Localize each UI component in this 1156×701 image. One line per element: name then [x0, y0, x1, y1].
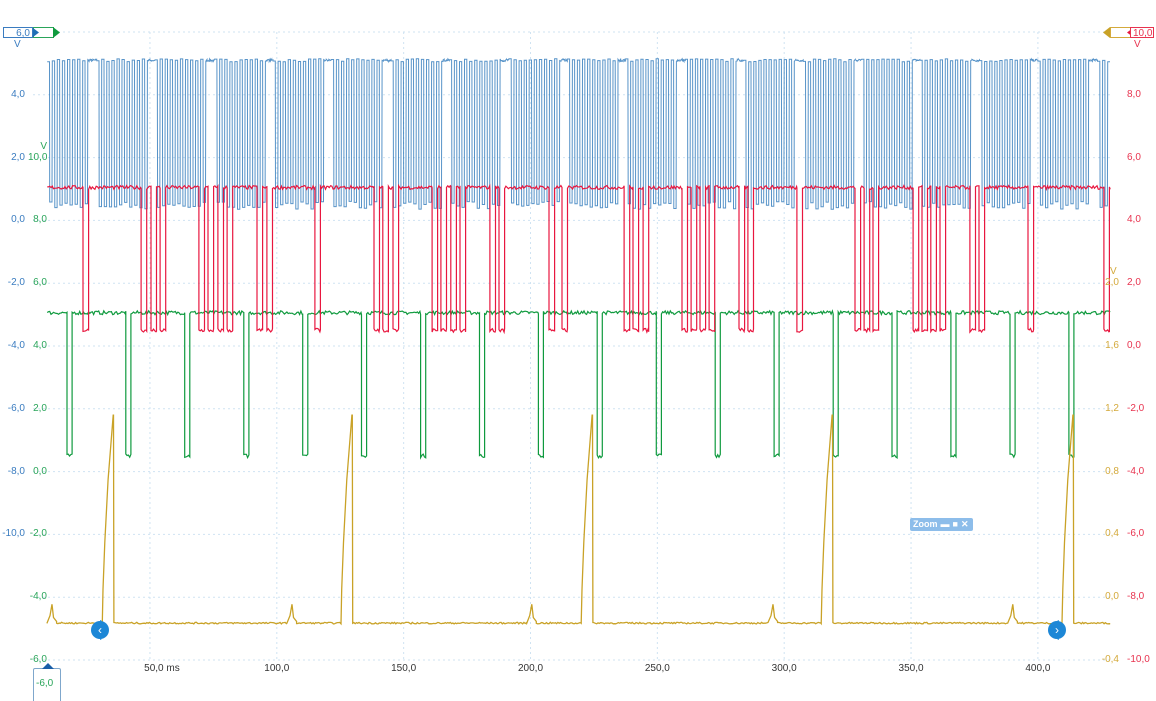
- channel-d-scale-box[interactable]: [1103, 27, 1133, 38]
- channel-d-unit: V: [1110, 266, 1117, 278]
- channel-c-scale-box[interactable]: [33, 27, 63, 38]
- x-tick-label: 100,0: [264, 663, 290, 674]
- channel-a-tick-label: 0,0: [11, 214, 25, 226]
- channel-a-tick-label: -6,0: [7, 402, 25, 414]
- x-tick-label: 350,0: [898, 663, 924, 674]
- trace-channel-b: [47, 183, 1111, 335]
- channel-b-tick-label: -4,0: [1127, 465, 1145, 477]
- channel-a-tick-label: -8,0: [7, 465, 25, 477]
- channel-c-marker-icon: [53, 27, 60, 38]
- grid: [33, 31, 1110, 661]
- channel-d-tick-label: 0,4: [1105, 528, 1119, 540]
- channel-b-tick-label: -8,0: [1127, 591, 1145, 603]
- channel-d-tick-label: -0,4: [1101, 654, 1119, 665]
- channel-c-tick-label: 8,0: [33, 214, 47, 226]
- channel-d-tick-label: 0,8: [1105, 465, 1119, 477]
- bottom-marker-label: -6,0: [36, 678, 54, 689]
- channel-a-scale-value: 6,0: [16, 28, 30, 39]
- channel-c-tick-label: 4,0: [33, 340, 47, 351]
- channel-b-tick-label: -2,0: [1127, 402, 1145, 414]
- channel-c-tick-label: 10,0: [28, 151, 48, 163]
- channel-a-tick-label: -10,0: [2, 528, 25, 540]
- x-tick-label: 150,0: [391, 663, 417, 674]
- zoom-widget: Zoom ▬ ■ ✕: [910, 518, 973, 531]
- x-tick-label: 250,0: [644, 663, 670, 674]
- channel-c-tick-label: 0,0: [33, 465, 47, 477]
- channel-b-tick-label: -10,0: [1127, 654, 1150, 665]
- channel-c-unit: V: [40, 140, 47, 152]
- channel-a-marker-icon: [33, 28, 39, 37]
- x-tick-label: 200,0: [517, 663, 544, 674]
- channel-a-scale-box[interactable]: 6,0: [3, 27, 33, 39]
- trace-channel-d: [46, 414, 1111, 626]
- channel-c-tick-label: 2,0: [33, 402, 47, 414]
- channel-c-tick-label: -2,0: [29, 528, 47, 540]
- traces: [46, 57, 1111, 640]
- channel-a-tick-label: -4,0: [7, 340, 25, 351]
- zoom-label: Zoom: [913, 519, 938, 529]
- channel-b-tick-label: 0,0: [1127, 340, 1141, 351]
- channel-c-tick-label: -6,0: [29, 654, 47, 665]
- chevron-left-icon: ‹: [98, 623, 102, 637]
- channel-c-tick-label: -4,0: [29, 591, 47, 603]
- cursor-left-handle[interactable]: ‹: [91, 621, 109, 639]
- zoom-minimize-icon[interactable]: ▬: [940, 519, 950, 529]
- channel-b-tick-label: 6,0: [1127, 151, 1141, 163]
- x-tick-label: 50,0 ms: [144, 663, 180, 674]
- channel-d-marker-icon: [1103, 27, 1110, 38]
- cursor-right-handle[interactable]: ›: [1048, 621, 1066, 639]
- channel-d-tick-label: 2,0: [1105, 277, 1119, 289]
- x-tick-label: 400,0: [1025, 663, 1051, 674]
- channel-b-scale-value: 10,0: [1133, 28, 1153, 39]
- trigger-marker[interactable]: -6,0: [33, 663, 61, 701]
- channel-b-scale-box[interactable]: 10,0: [1130, 27, 1154, 39]
- channel-a-tick-label: 4,0: [11, 88, 25, 100]
- channel-d-tick-label: 1,2: [1105, 402, 1119, 414]
- channel-a-tick-label: -2,0: [7, 277, 25, 289]
- channel-d-tick-label: 1,6: [1105, 340, 1119, 351]
- channel-c-tick-label: 6,0: [33, 277, 47, 289]
- channel-b-tick-label: 8,0: [1127, 88, 1141, 100]
- chevron-right-icon: ›: [1055, 623, 1059, 637]
- channel-b-unit: V: [1134, 39, 1141, 50]
- zoom-restore-icon[interactable]: ■: [952, 519, 958, 529]
- channel-b-tick-label: -6,0: [1127, 528, 1145, 540]
- trigger-arrow-icon: [42, 663, 54, 669]
- channel-b-tick-label: 2,0: [1127, 277, 1141, 289]
- trace-channel-c: [46, 309, 1111, 460]
- channel-d-tick-label: 0,0: [1105, 591, 1119, 603]
- channel-a-tick-label: 2,0: [11, 151, 25, 163]
- zoom-close-icon[interactable]: ✕: [960, 519, 969, 529]
- channel-b-tick-label: 4,0: [1127, 214, 1141, 226]
- channel-a-unit: V: [14, 39, 21, 50]
- x-tick-label: 300,0: [771, 663, 797, 674]
